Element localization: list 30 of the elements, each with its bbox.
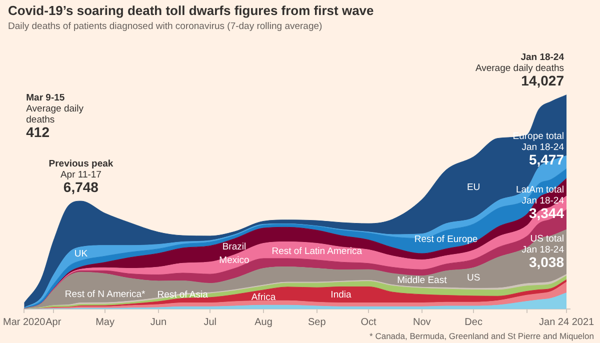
series-label: Rest of Latin America [272, 246, 363, 258]
x-tick-label: May [96, 316, 115, 328]
series-label: Rest of N America* [64, 289, 146, 300]
annotation: Mar 9-15 Average daily deaths 412 [26, 92, 84, 140]
series-label: Rest of Europe [414, 234, 478, 246]
x-tick-label: Jul [204, 316, 216, 328]
annotation: Previous peak Apr 11-17 6,748 [48, 158, 114, 195]
x-tick-label: Jan 24 2021 [539, 316, 595, 328]
series-label: Africa [251, 292, 276, 303]
x-tick-label: Jun [150, 316, 166, 328]
chart-subtitle: Daily deaths of patients diagnosed with coronavirus (7-day rolling average) [8, 21, 322, 32]
x-tick-label: Aug [254, 316, 272, 328]
x-tick-label: Mar 2020 [3, 316, 46, 328]
x-tick-label: Apr [46, 316, 62, 328]
x-tick-label: Nov [413, 316, 431, 328]
x-tick-label: Sep [308, 316, 326, 328]
series-label: US [466, 272, 480, 284]
series-label: EU [466, 182, 480, 193]
text: * Canada, Bermuda, Greenland and St Pierre and Miquelon [370, 331, 594, 342]
text: Jan 18-24 Average daily deaths 14,027 [475, 52, 565, 89]
x-tick-label: Dec [464, 316, 482, 328]
series-label: UK [74, 248, 88, 260]
x-tick-label: Oct [360, 316, 377, 328]
annotation: US total Jan 18-24 3,038 [522, 234, 564, 270]
series-label: Brazil [222, 241, 246, 252]
series-label: India [330, 289, 352, 300]
series-label: Rest of Asia [157, 289, 209, 300]
series-label: Mexico [219, 255, 250, 266]
chart-title: Covid-19’s soaring death toll dwarfs figures from first wave [8, 3, 374, 18]
series-label: Middle East [397, 274, 448, 286]
